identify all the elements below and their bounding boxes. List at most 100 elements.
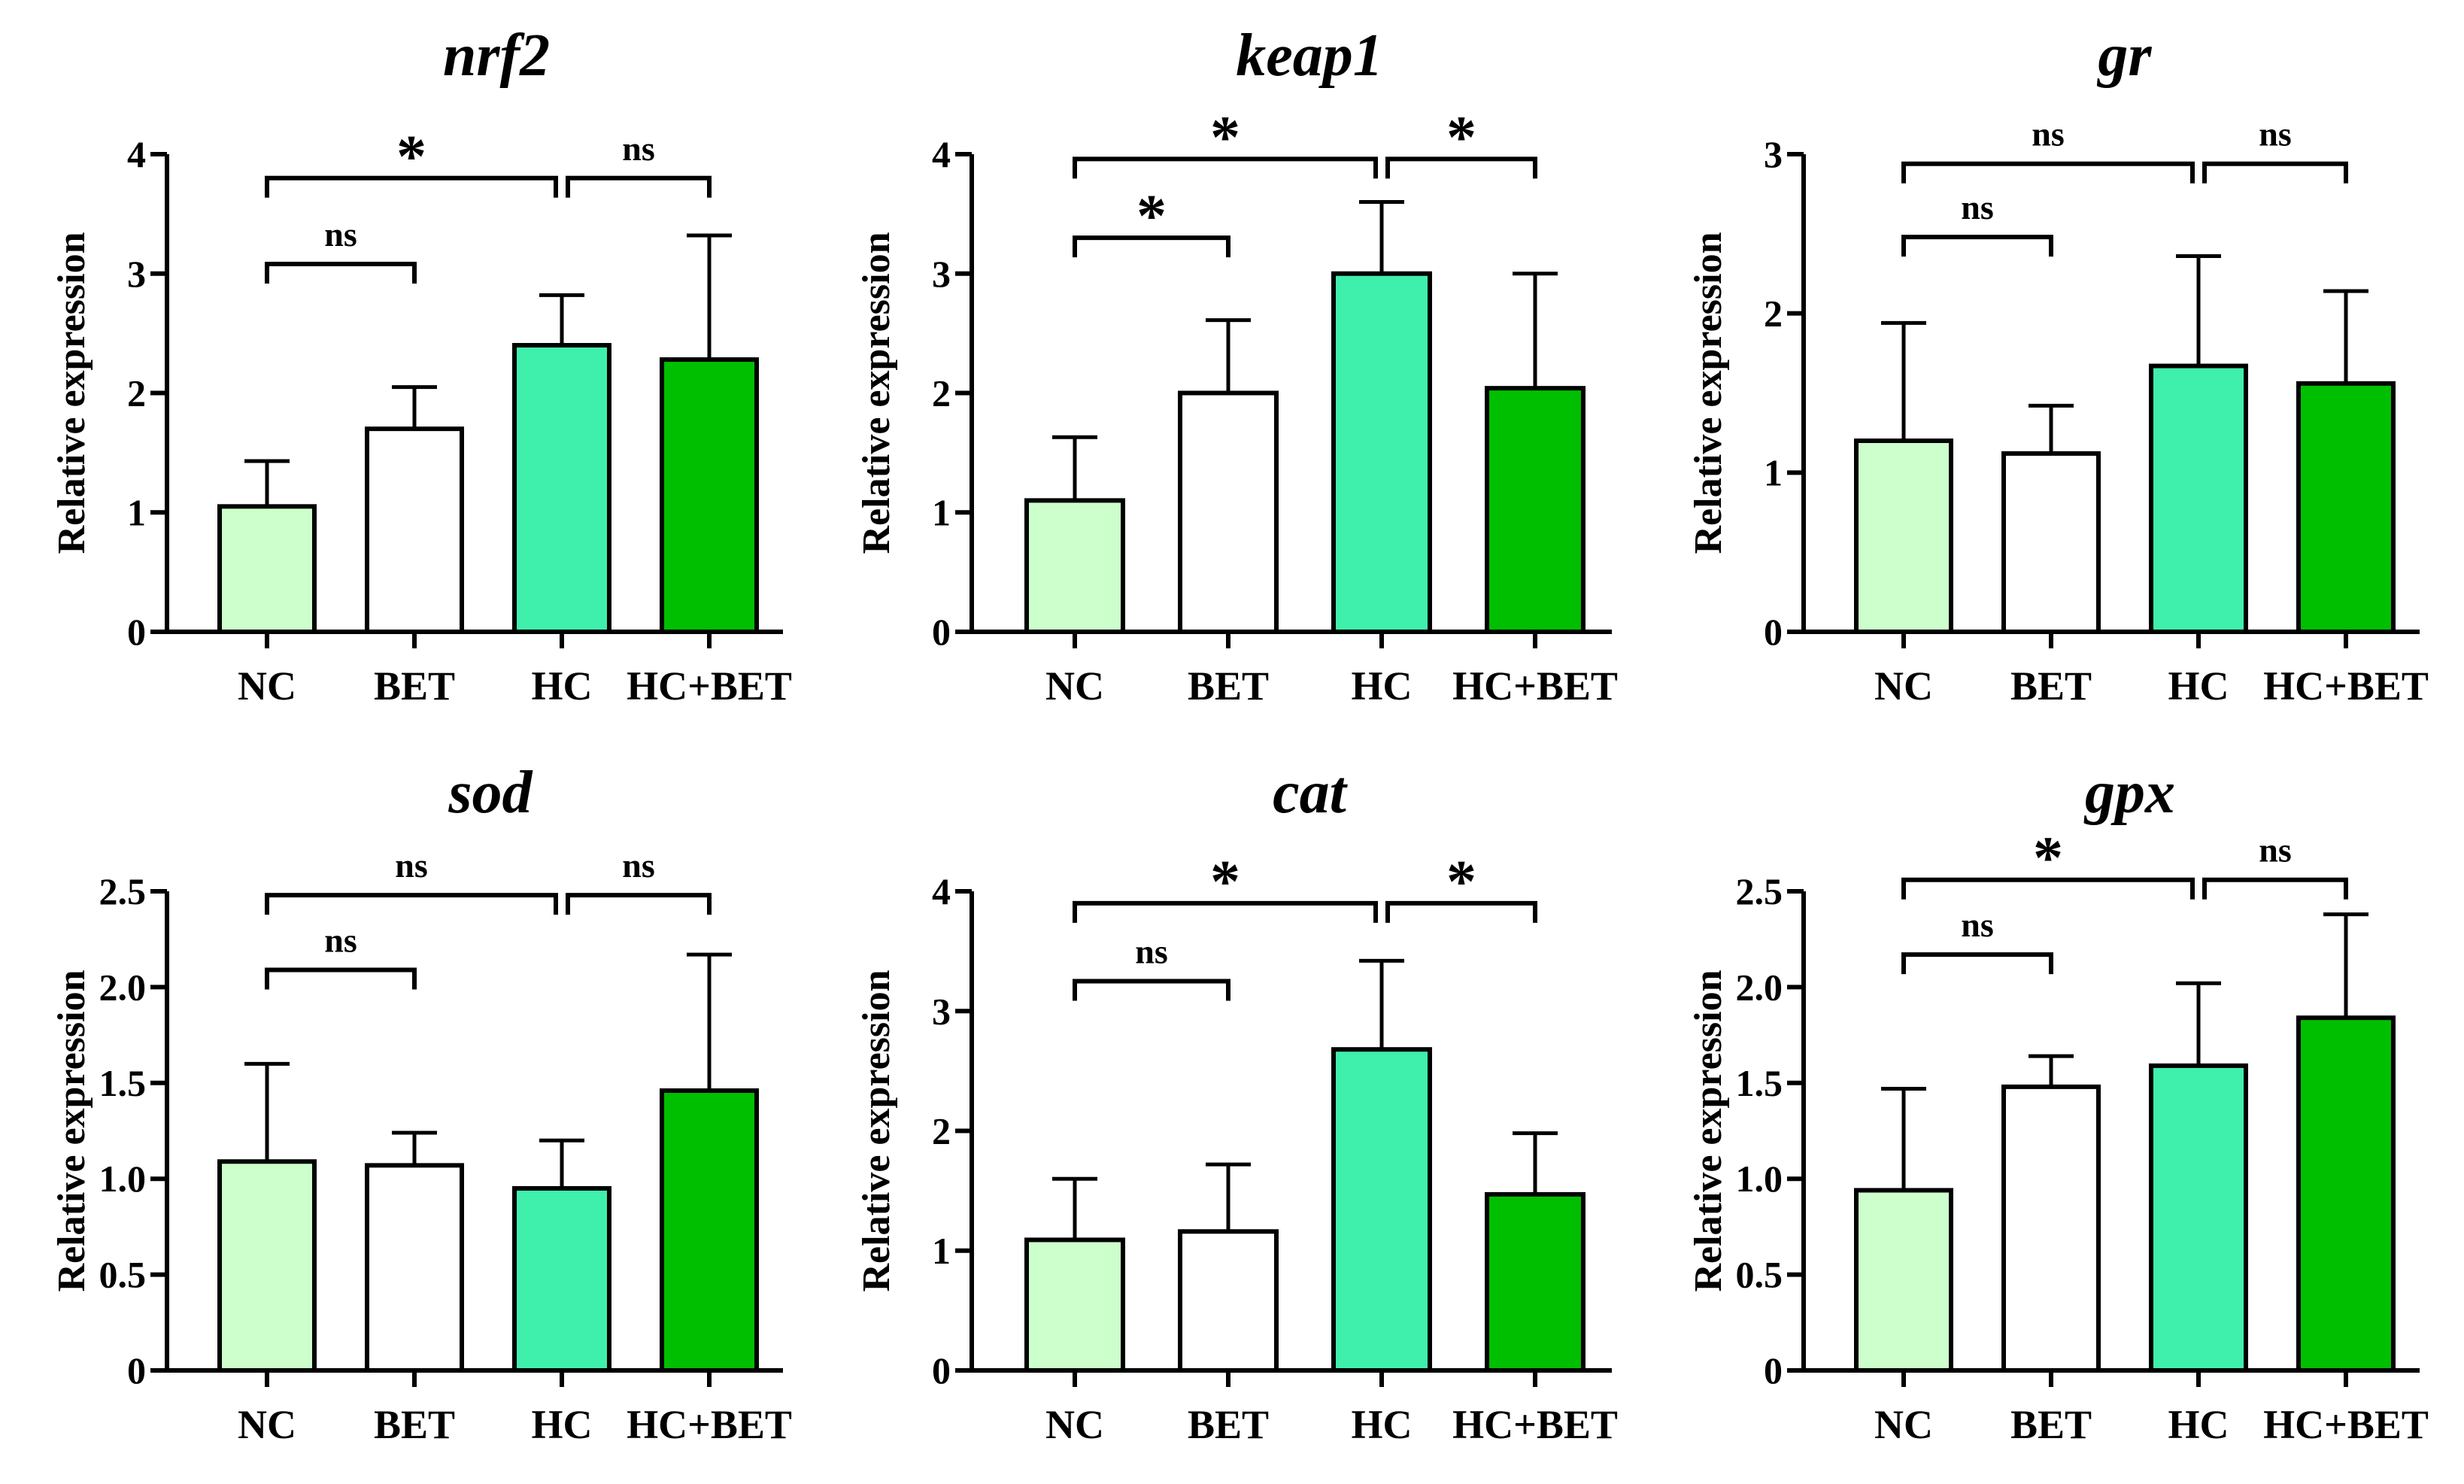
y-tick-label: 2: [932, 1110, 951, 1152]
y-tick-label: 1: [1764, 451, 1783, 493]
significance-label: ns: [2259, 831, 2291, 869]
y-tick-label: 2.5: [99, 870, 147, 912]
significance-label: *: [1446, 849, 1476, 915]
significance-bracket: [1073, 979, 1230, 1001]
x-tick-label: NC: [1045, 1402, 1104, 1447]
y-tick-label: 3: [932, 253, 951, 295]
bar-NC: [217, 1159, 317, 1373]
chart-panel-gr: gr Relative expression 0 1 2 3 NC BET HC HC+BET ns…: [1687, 23, 2429, 709]
x-tick-label: HC+BET: [1452, 1402, 1618, 1447]
significance-label: ns: [2259, 115, 2291, 153]
y-tick-label: 1: [127, 491, 146, 533]
chart-title: gpx: [2083, 760, 2175, 826]
x-tick-label: HC: [532, 1402, 593, 1447]
y-tick-label: 1: [932, 491, 951, 533]
significance-label: ns: [2032, 115, 2064, 153]
x-tick-label: BET: [1188, 663, 1269, 709]
bar-NC: [217, 504, 317, 634]
chart-title: nrf2: [443, 23, 550, 89]
x-tick-label: HC+BET: [2263, 663, 2429, 709]
x-tick-label: NC: [1874, 663, 1933, 709]
bar-NC: [1024, 498, 1125, 634]
y-tick-label: 0: [932, 1349, 951, 1391]
significance-bracket: [265, 893, 558, 915]
y-axis-label: Relative expression: [1687, 232, 1730, 554]
bar-HC: [2149, 1063, 2248, 1373]
y-axis-label: Relative expression: [50, 970, 93, 1291]
x-tick-label: HC: [532, 663, 593, 709]
bar-HC: [1331, 1047, 1432, 1373]
significance-label: ns: [1961, 188, 1993, 226]
x-tick-label: NC: [1874, 1402, 1933, 1447]
x-tick-label: HC: [1352, 1402, 1413, 1447]
x-tick-label: HC: [1352, 663, 1413, 709]
chart-panel-sod: sod Relative expression 0 0.5 1.0 1.5 2.0 2.5 NC…: [50, 760, 792, 1447]
chart-title: gr: [2096, 23, 2152, 89]
bar-BET: [1178, 1229, 1279, 1373]
significance-bracket: [265, 175, 558, 198]
x-tick-label: NC: [238, 1402, 296, 1447]
bar-HC: [2149, 363, 2248, 634]
y-axis-label: Relative expression: [855, 970, 898, 1291]
significance-bracket: [1901, 952, 2053, 975]
y-tick-label: 4: [932, 133, 951, 175]
bar-HC+BET: [660, 357, 759, 634]
significance-bracket: [1901, 161, 2195, 184]
y-axis-label: Relative expression: [1687, 970, 1730, 1291]
bar-BET: [2001, 451, 2101, 635]
significance-bracket: [1073, 235, 1230, 258]
bar-HC+BET: [1485, 386, 1586, 635]
significance-label: ns: [622, 846, 654, 885]
significance-bracket: [1073, 900, 1378, 923]
y-tick-label: 2.0: [1736, 966, 1783, 1008]
chart-panel-gpx: gpx Relative expression 0 0.5 1.0 1.5 2.0 2.5 NC…: [1687, 760, 2429, 1447]
x-tick-label: BET: [2010, 1402, 2092, 1447]
significance-bracket: [265, 967, 417, 990]
y-tick-label: 0: [127, 1349, 146, 1391]
y-tick-label: 0.5: [99, 1254, 147, 1296]
bar-HC+BET: [1485, 1191, 1586, 1373]
bar-HC: [512, 1185, 611, 1373]
x-tick-label: HC+BET: [627, 663, 792, 709]
significance-label: *: [1446, 105, 1476, 171]
bar-BET: [365, 426, 464, 634]
x-tick-label: NC: [238, 663, 296, 709]
y-tick-label: 0: [1764, 611, 1783, 653]
significance-bracket: [1901, 877, 2195, 900]
significance-label: ns: [324, 215, 357, 253]
y-tick-label: 3: [932, 990, 951, 1032]
y-tick-label: 1: [932, 1230, 951, 1272]
y-tick-label: 1.0: [1736, 1158, 1783, 1200]
bar-BET: [2001, 1084, 2101, 1373]
significance-label: *: [1210, 849, 1240, 915]
y-tick-label: 0: [932, 611, 951, 653]
y-tick-label: 3: [127, 253, 146, 295]
y-axis-label: Relative expression: [50, 232, 93, 554]
x-tick-label: HC+BET: [1452, 663, 1618, 709]
x-tick-label: BET: [374, 663, 455, 709]
significance-label: ns: [1135, 932, 1167, 970]
bar-HC: [512, 343, 611, 634]
significance-label: *: [396, 124, 426, 190]
chart-title: sod: [448, 760, 533, 826]
significance-bracket: [265, 262, 417, 284]
x-tick-label: NC: [1045, 663, 1104, 709]
y-tick-label: 4: [127, 133, 146, 175]
significance-label: *: [1136, 184, 1167, 250]
significance-bracket: [1385, 900, 1537, 923]
y-axis-label: Relative expression: [855, 232, 898, 554]
significance-label: ns: [622, 129, 654, 168]
bar-BET: [365, 1163, 464, 1373]
y-tick-label: 3: [1764, 133, 1783, 175]
bar-NC: [1024, 1237, 1125, 1373]
y-tick-label: 2.5: [1736, 870, 1783, 912]
y-tick-label: 0: [1764, 1349, 1783, 1391]
x-tick-label: HC+BET: [627, 1402, 792, 1447]
significance-bracket: [566, 893, 712, 915]
y-tick-label: 2.0: [99, 966, 147, 1008]
bar-HC+BET: [2296, 1015, 2396, 1373]
y-tick-label: 4: [932, 870, 951, 912]
x-tick-label: BET: [374, 1402, 455, 1447]
x-tick-label: HC+BET: [2263, 1402, 2429, 1447]
